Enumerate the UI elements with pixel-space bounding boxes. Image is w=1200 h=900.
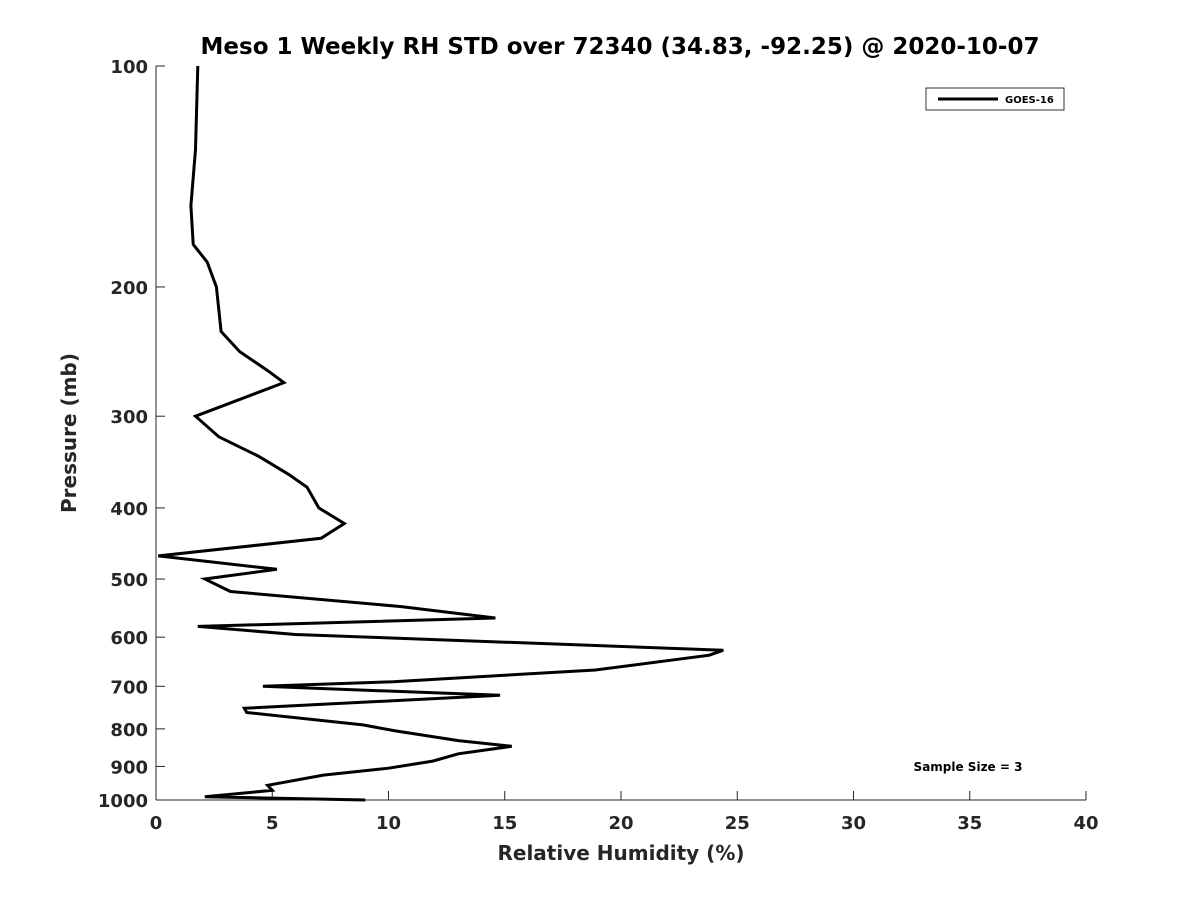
x-tick-label: 15: [492, 813, 517, 834]
y-tick-label: 200: [110, 278, 148, 299]
y-tick-label: 800: [110, 720, 148, 741]
legend-label-goes-16: GOES-16: [1005, 95, 1054, 106]
y-axis-ticks: 100 200 300 400 500 600 700 800 900 1000: [98, 57, 165, 812]
y-tick-label: 400: [110, 499, 148, 520]
y-tick-label: 500: [110, 570, 148, 591]
x-tick-label: 30: [841, 813, 866, 834]
legend: GOES-16: [925, 87, 1065, 111]
sample-size-annotation: Sample Size = 3: [914, 760, 1023, 774]
series-line-goes-16: [158, 65, 724, 802]
x-tick-label: 0: [150, 813, 163, 834]
x-tick-label: 20: [608, 813, 633, 834]
y-axis-label: Pressure (mb): [57, 353, 81, 513]
y-tick-label: 900: [110, 757, 148, 778]
x-tick-label: 5: [266, 813, 279, 834]
x-axis-label: Relative Humidity (%): [497, 841, 744, 865]
x-axis-ticks: 0 5 10 15 20 25 30 35 40: [150, 791, 1099, 834]
series-group: [158, 65, 724, 802]
y-tick-label: 100: [110, 57, 148, 78]
y-tick-label: 300: [110, 407, 148, 428]
x-tick-label: 10: [376, 813, 401, 834]
y-tick-label: 1000: [98, 791, 148, 812]
y-tick-label: 600: [110, 628, 148, 649]
y-tick-label: 700: [110, 677, 148, 698]
x-tick-label: 40: [1073, 813, 1098, 834]
x-tick-label: 35: [957, 813, 982, 834]
chart-title: Meso 1 Weekly RH STD over 72340 (34.83, …: [201, 34, 1040, 60]
plot-axes: [155, 66, 1086, 801]
x-tick-label: 25: [725, 813, 750, 834]
